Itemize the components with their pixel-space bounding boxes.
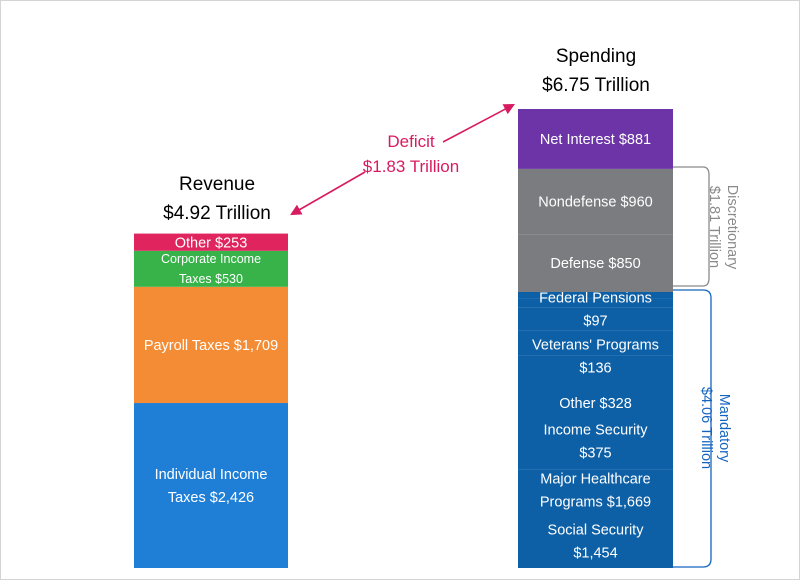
spending-segment-social-security-label: Social Security [548,523,645,539]
spending-segment-major-healthcare-label: Programs $1,669 [540,495,651,511]
spending-segment-social-security [518,469,673,568]
deficit-label: Deficit [387,132,435,151]
spending-segment-nondefense-960 [518,168,673,235]
spending-segment-other-328-label: Other $328 [559,396,632,412]
deficit-value: $1.83 Trillion [363,157,459,176]
spending-segment-major-healthcare-label: Major Healthcare [540,472,650,488]
spending-segment-defense-850-label: Defense $850 [550,256,640,272]
spending-segment-defense-850 [518,234,673,292]
spending-segment-net-interest-881 [518,109,673,169]
spending-segment-other-328 [518,307,673,331]
revenue-segment-payroll-taxes-1-709 [134,286,288,404]
mandatory-bracket [673,289,712,568]
spending-segment-major-healthcare [518,355,673,470]
revenue-segment-individual-income-label: Taxes $2,426 [168,490,254,506]
revenue-segment-other-253-label: Other $253 [175,235,248,251]
spending-segment-social-security-label: $1,454 [573,546,617,562]
spending-segment-federal-pensions-label: $97 [583,314,607,330]
spending-segment-veterans-programs-label: $136 [579,361,611,377]
spending-bar: Social Security $1,454 Major Healthcare Pro… [518,109,673,568]
revenue-total: $4.92 Trillion [163,203,271,224]
deficit-arrow-right [442,103,515,143]
revenue-bar: Individual Income Taxes $2,426 Payroll Tax… [134,233,288,568]
discretionary-value: $1.81 Trillion [706,186,722,268]
mandatory-value: $4.06 Trillion [698,387,714,469]
spending-segment-federal-pensions-label: Federal Pensions [539,291,652,307]
spending-segment-nondefense-960-label: Nondefense $960 [538,195,653,211]
revenue-segment-corporate-income-label: Corporate Income [161,252,261,266]
spending-segment-net-interest-881-label: Net Interest $881 [540,132,651,148]
spending-title: Spending [556,46,636,67]
discretionary-title: Discretionary [724,185,740,270]
revenue-segment-payroll-taxes-1-709-label: Payroll Taxes $1,709 [144,338,278,354]
revenue-segment-corporate-income [134,250,288,287]
spending-segment-income-security-label: Income Security [544,423,649,439]
revenue-segment-individual-income-label: Individual Income [155,467,268,483]
spending-total: $6.75 Trillion [542,75,650,96]
spending-segment-income-security-label: $375 [579,446,611,462]
revenue-segment-other-253 [134,233,288,251]
deficit-arrow-left [290,171,366,216]
spending-segment-income-security [518,330,673,356]
discretionary-bracket [673,166,710,287]
mandatory-title: Mandatory [716,394,732,463]
spending-segment-veterans-programs-label: Veterans' Programs [532,338,659,354]
revenue-segment-individual-income [134,403,288,568]
spending-segment-veterans-programs [518,298,673,308]
revenue-title: Revenue [179,174,255,195]
revenue-segment-corporate-income-label: Taxes $530 [179,272,243,286]
spending-segment-federal-pensions [518,291,673,299]
